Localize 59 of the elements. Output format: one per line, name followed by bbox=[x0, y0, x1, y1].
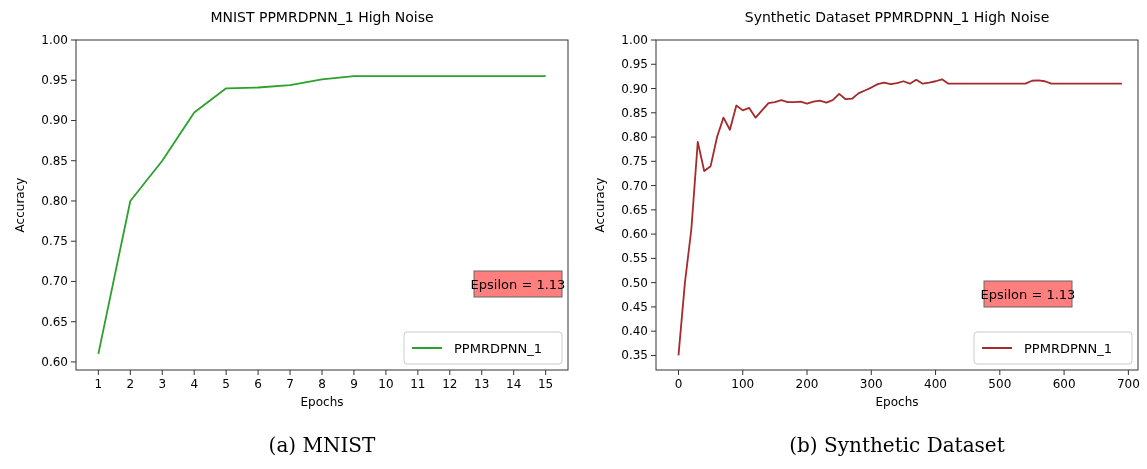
x-tick-label: 7 bbox=[286, 377, 294, 391]
y-axis-title: Accuracy bbox=[13, 177, 27, 233]
x-tick-label: 14 bbox=[506, 377, 522, 391]
legend-label: PPMRDPNN_1 bbox=[454, 341, 542, 356]
x-tick-label: 11 bbox=[410, 377, 426, 391]
x-tick-label: 1 bbox=[94, 377, 103, 391]
x-tick-label: 5 bbox=[222, 377, 230, 391]
annotation: Epsilon = 1.13 bbox=[470, 277, 566, 292]
y-tick-label: 0.65 bbox=[41, 314, 68, 329]
y-tick-label: 0.85 bbox=[621, 105, 648, 120]
legend-label: PPMRDPNN_1 bbox=[1024, 341, 1112, 356]
y-tick-label: 0.75 bbox=[41, 234, 68, 249]
y-tick-label: 0.95 bbox=[621, 57, 648, 72]
chart-title: Synthetic Dataset PPMRDPNN_1 High Noise bbox=[744, 9, 1050, 25]
text: (b) Synthetic Dataset bbox=[789, 433, 1005, 457]
x-tick-label: 15 bbox=[538, 377, 554, 391]
y-axis-title: Accuracy bbox=[593, 177, 607, 233]
y-tick-label: 1.00 bbox=[41, 33, 68, 47]
x-axis-title: Epochs bbox=[875, 395, 919, 409]
x-tick-label: 2 bbox=[126, 377, 135, 391]
chart-title: MNIST PPMRDPNN_1 High Noise bbox=[210, 9, 434, 25]
y-tick-label: 0.90 bbox=[621, 81, 648, 96]
y-tick-label: 0.55 bbox=[621, 251, 648, 266]
y-tick-label: 0.60 bbox=[621, 227, 648, 242]
line-series bbox=[677, 78, 1123, 357]
x-tick-label: 3 bbox=[158, 377, 167, 391]
x-tick-label: 700 bbox=[1116, 377, 1140, 391]
x-tick-label: 13 bbox=[474, 377, 490, 391]
x-tick-label: 100 bbox=[731, 377, 755, 391]
y-tick-label: 0.80 bbox=[41, 193, 68, 208]
x-tick-label: 500 bbox=[988, 377, 1012, 391]
x-tick-label: 300 bbox=[859, 377, 883, 391]
x-tick-label: 12 bbox=[442, 377, 458, 391]
x-tick-label: 600 bbox=[1052, 377, 1076, 391]
y-tick-label: 0.95 bbox=[41, 73, 68, 88]
text: (a) MNIST bbox=[268, 433, 377, 457]
x-axis-title: Epochs bbox=[300, 395, 344, 409]
y-tick-label: 0.65 bbox=[621, 202, 648, 217]
y-tick-label: 0.35 bbox=[621, 348, 648, 363]
y-tick-label: 0.70 bbox=[41, 274, 68, 289]
y-tick-label: 0.80 bbox=[621, 130, 648, 145]
x-tick-label: 0 bbox=[674, 377, 683, 391]
x-tick-label: 6 bbox=[254, 377, 262, 391]
y-tick-label: 0.90 bbox=[41, 113, 68, 128]
x-tick-label: 200 bbox=[795, 377, 819, 391]
x-tick-label: 400 bbox=[924, 377, 948, 391]
x-tick-label: 8 bbox=[318, 377, 326, 391]
y-tick-label: 0.70 bbox=[621, 178, 648, 193]
y-tick-label: 0.50 bbox=[621, 275, 648, 290]
x-tick-label: 9 bbox=[350, 377, 358, 391]
y-tick-label: 0.60 bbox=[41, 354, 68, 369]
x-tick-label: 10 bbox=[378, 377, 394, 391]
y-tick-label: 0.75 bbox=[621, 154, 648, 169]
y-tick-label: 0.40 bbox=[621, 324, 648, 339]
y-tick-label: 1.00 bbox=[621, 33, 648, 47]
annotation: Epsilon = 1.13 bbox=[980, 287, 1076, 302]
y-tick-label: 0.45 bbox=[621, 299, 648, 314]
x-tick-label: 4 bbox=[190, 377, 199, 391]
y-tick-label: 0.85 bbox=[41, 153, 68, 168]
